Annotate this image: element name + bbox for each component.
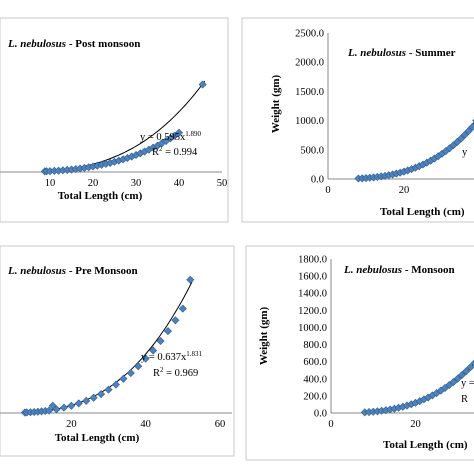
- x-axis-label: Total Length (cm): [58, 190, 143, 202]
- y-tick-label: 1600.0: [298, 272, 327, 283]
- x-tick-label: 20: [410, 419, 421, 430]
- x-tick-label: 30: [131, 178, 142, 189]
- data-point: [174, 128, 184, 137]
- data-point: [97, 390, 106, 399]
- data-point: [460, 130, 469, 139]
- data-point: [457, 370, 466, 380]
- data-point: [156, 336, 165, 346]
- y-tick-label: 1400.0: [298, 289, 327, 300]
- panel-border: [0, 245, 235, 457]
- data-point: [462, 367, 471, 376]
- x-tick-label: 10: [45, 178, 56, 189]
- x-tick-label: 50: [217, 178, 228, 189]
- data-point: [186, 275, 195, 284]
- x-axis-label: Total Length (cm): [380, 206, 465, 218]
- data-point: [82, 396, 91, 405]
- y-tick-label: 1000.0: [295, 116, 324, 127]
- chart-panel-post-monsoon: L. nebulosus - Post monsoon 10 20 30 40 50 T…: [0, 17, 229, 223]
- y-axis-label: Weight (gm): [270, 74, 282, 133]
- x-tick-labels: 02040: [325, 185, 410, 196]
- data-point: [67, 401, 76, 410]
- x-tick-labels: 02040: [328, 419, 421, 430]
- chart-panel-summer: L. nebulosus - Summer 0.0 500.0 1000.0 1500…: [241, 17, 474, 223]
- data-point: [52, 405, 61, 414]
- data-point: [45, 406, 54, 415]
- x-axis-label: Total Length (cm): [383, 439, 468, 451]
- x-tick-label: 20: [66, 419, 77, 430]
- y-tick-label: 1200.0: [298, 306, 327, 317]
- data-points: [40, 80, 207, 176]
- data-point: [468, 122, 474, 131]
- chart-title: L. nebulosus - Summer: [347, 47, 456, 59]
- panel-border: [0, 17, 229, 223]
- x-tick-labels: 20 40 60: [66, 419, 225, 430]
- data-point: [453, 374, 462, 383]
- x-axis-label: Total Length (cm): [55, 432, 140, 444]
- data-point: [466, 363, 474, 372]
- data-points: [20, 275, 195, 417]
- chart-panel-pre-monsoon: L. nebulosus - Pre Monsoon 20 40 60 Total …: [0, 245, 235, 457]
- y-tick-label: 200.0: [303, 391, 327, 402]
- y-tick-label: 1000.0: [298, 323, 327, 334]
- y-tick-label: 2500.0: [295, 29, 324, 40]
- x-tick-label: 20: [88, 178, 99, 189]
- y-tick-labels: 0.0 200.0 400.0 600.0 800.0 1000.0 1200.0 1400.…: [298, 255, 327, 420]
- y-tick-label: 400.0: [303, 374, 327, 385]
- data-point: [470, 359, 474, 367]
- data-point: [171, 316, 180, 325]
- data-point: [111, 380, 120, 389]
- data-point: [198, 80, 207, 89]
- data-point: [104, 385, 113, 394]
- data-points: [360, 359, 474, 417]
- data-point: [464, 126, 473, 136]
- data-point: [149, 346, 158, 355]
- x-tick-label: 60: [215, 419, 226, 430]
- trend-equation: y: [462, 147, 468, 158]
- y-tick-label: 0.0: [314, 409, 327, 420]
- y-tick-label: 1500.0: [295, 87, 324, 98]
- y-tick-label: 1800.0: [298, 255, 327, 266]
- y-tick-label: 500.0: [300, 145, 324, 156]
- trend-equation: y = 0.637x1.831: [141, 350, 203, 363]
- y-tick-label: 2000.0: [295, 58, 324, 69]
- data-point: [59, 403, 68, 412]
- data-points: [354, 118, 474, 183]
- data-point: [141, 354, 150, 363]
- data-point: [89, 393, 98, 402]
- chart-title: L. nebulosus - Pre Monsoon: [7, 265, 138, 277]
- data-point: [74, 399, 83, 408]
- r-squared: R2 = 0.969: [153, 366, 198, 379]
- panel-border: [241, 17, 474, 223]
- y-tick-labels: 0.0 500.0 1000.0 1500.0 2000.0 2500.0: [295, 29, 324, 186]
- y-tick-label: 800.0: [303, 340, 327, 351]
- x-tick-label: 40: [174, 178, 185, 189]
- y-tick-label: 0.0: [311, 175, 324, 186]
- trend-equation: y = 0.595x1.890: [140, 130, 202, 143]
- x-tick-labels: 10 20 30 40 50: [45, 178, 228, 189]
- y-axis-label: Weight (gm): [258, 306, 270, 365]
- chart-panel-monsoon: L. nebulosus - Monsoon 0.0 200.0 400.0 600.…: [245, 245, 474, 461]
- x-tick-label: 0: [325, 185, 330, 196]
- data-point: [119, 374, 128, 383]
- r-squared: R2 = 0.994: [152, 145, 198, 158]
- data-point: [126, 368, 135, 377]
- trend-equation: y =: [461, 378, 474, 389]
- x-tick-label: 20: [399, 185, 410, 196]
- data-point: [178, 304, 187, 313]
- data-point: [134, 362, 143, 371]
- chart-title: L. nebulosus - Post monsoon: [7, 38, 140, 50]
- panel-border: [245, 245, 474, 461]
- chart-title: L. nebulosus - Monsoon: [343, 264, 455, 276]
- y-tick-label: 600.0: [303, 357, 327, 368]
- r-squared: R: [461, 394, 468, 405]
- data-point: [163, 327, 172, 336]
- x-tick-label: 40: [140, 419, 151, 430]
- x-tick-label: 0: [328, 419, 333, 430]
